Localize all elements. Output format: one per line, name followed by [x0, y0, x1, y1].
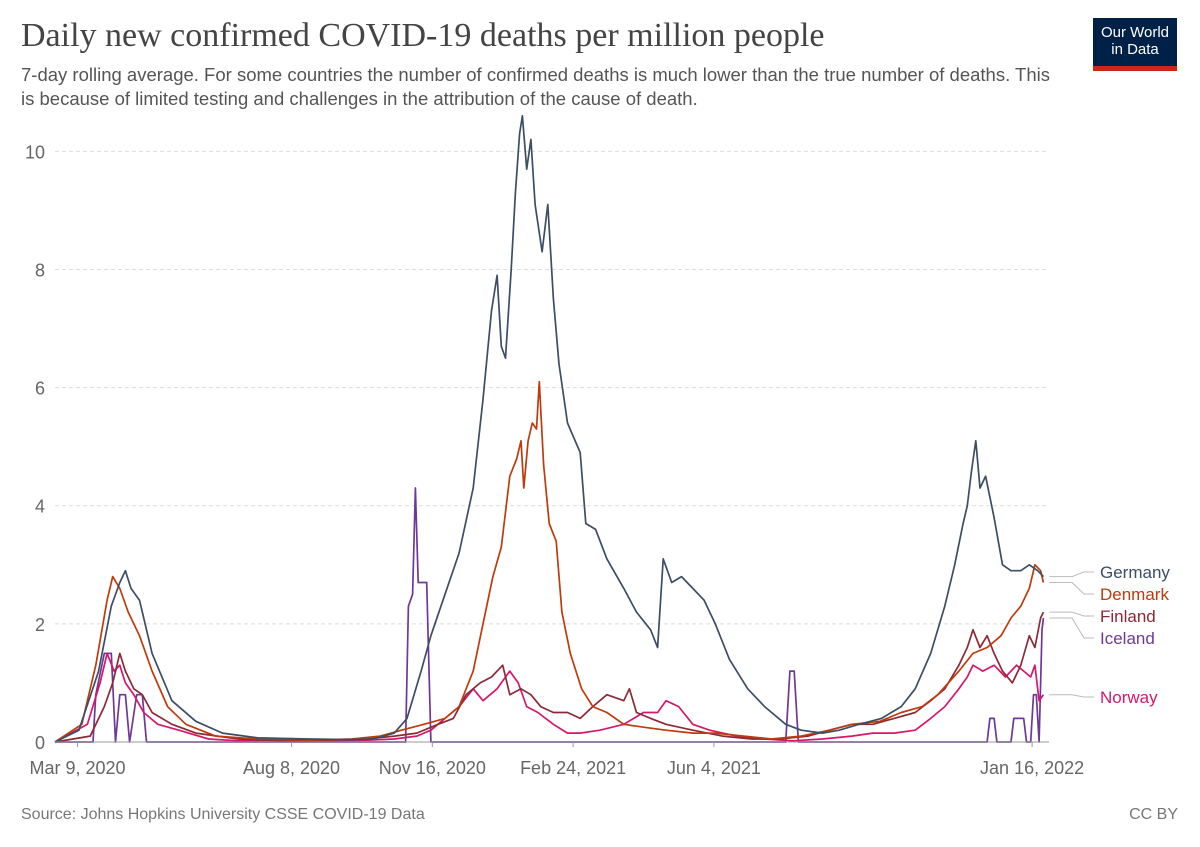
logo-line-2: in Data [1111, 41, 1159, 58]
source-note: Source: Johns Hopkins University CSSE CO… [21, 806, 425, 823]
owid-logo[interactable]: Our World in Data [1093, 18, 1177, 71]
axes: 0 2 4 6 8 10 Mar 9, 2020 Aug 8, 2020 Nov 16, 202… [25, 142, 1084, 778]
logo-accent-bar [1093, 66, 1177, 71]
legend: Germany Denmark Finland Iceland Norway [1049, 563, 1170, 707]
legend-label-iceland[interactable]: Iceland [1100, 629, 1155, 648]
page-subtitle: 7-day rolling average. For some countrie… [21, 64, 1050, 109]
legend-label-germany[interactable]: Germany [1100, 563, 1170, 582]
series-line-iceland[interactable] [55, 487, 1045, 743]
y-tick-label: 2 [35, 615, 45, 635]
grid-lines [55, 150, 1049, 625]
series-line-germany[interactable] [54, 115, 1045, 743]
legend-connector-norway [1049, 694, 1094, 698]
x-tick-label: Feb 24, 2021 [520, 758, 626, 778]
y-tick-label: 4 [35, 497, 45, 517]
series-line-finland[interactable] [54, 611, 1045, 743]
y-tick-label: 10 [25, 142, 45, 162]
legend-connector-germany [1049, 571, 1094, 578]
legend-label-denmark[interactable]: Denmark [1100, 585, 1169, 604]
y-tick-label: 6 [35, 379, 45, 399]
x-tick-label: Jan 16, 2022 [980, 758, 1084, 778]
y-tick-label: 8 [35, 260, 45, 280]
series-lines [54, 115, 1045, 743]
legend-label-norway[interactable]: Norway [1100, 688, 1158, 707]
series-line-denmark[interactable] [54, 380, 1045, 743]
y-tick-label: 0 [35, 733, 45, 753]
x-tick-label: Mar 9, 2020 [29, 758, 125, 778]
series-line-norway[interactable] [54, 652, 1045, 743]
license-link[interactable]: CC BY [1129, 806, 1178, 823]
logo-line-1: Our World [1100, 24, 1170, 41]
x-tick-label: Nov 16, 2020 [379, 758, 486, 778]
x-tick-label: Jun 4, 2021 [667, 758, 761, 778]
legend-connector-finland [1049, 611, 1094, 617]
legend-label-finland[interactable]: Finland [1100, 607, 1156, 626]
x-tick-label: Aug 8, 2020 [243, 758, 340, 778]
page-title: Daily new confirmed COVID-19 deaths per … [21, 17, 825, 54]
legend-connector-denmark [1049, 582, 1094, 595]
legend-connector-iceland [1049, 617, 1094, 639]
